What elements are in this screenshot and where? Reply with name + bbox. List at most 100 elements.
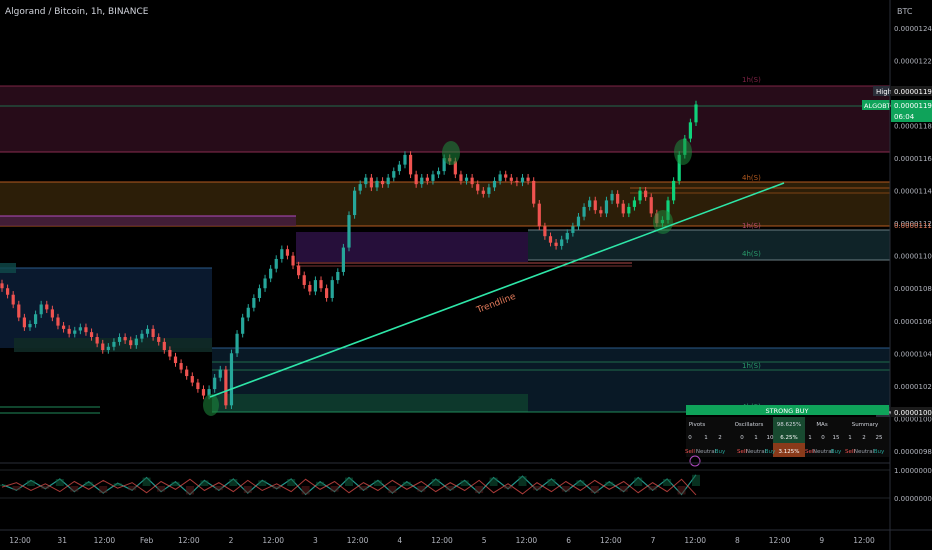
panel-count: 15 <box>833 435 840 441</box>
candle-body <box>582 206 586 217</box>
time-tick-label: 5 <box>482 536 487 545</box>
zone-label: 4h(S) <box>742 174 761 182</box>
zone-left-purple <box>0 216 296 226</box>
candle-body <box>145 328 150 334</box>
ticker-badge <box>862 100 890 110</box>
oscillator-bar <box>258 480 267 486</box>
high-label-badge <box>873 86 890 96</box>
candle-body <box>392 171 396 178</box>
time-tick-label: 12:00 <box>347 536 369 545</box>
signal-circle <box>442 141 460 165</box>
oscillator-bar <box>590 486 599 493</box>
candle-body <box>649 197 653 214</box>
oscillator-bar <box>330 486 339 492</box>
candle-body <box>369 177 373 188</box>
candle-body <box>431 174 435 181</box>
candle-body <box>520 177 525 183</box>
panel-count: 1 <box>704 435 708 441</box>
time-axis[interactable]: 12:00 31 12:00 Feb 12:00 2 12:00 3 12:00 4 12:00 5 1… <box>9 536 875 545</box>
oscillator-bar <box>634 477 643 486</box>
high-value-badge <box>891 86 932 96</box>
candle-body <box>425 177 429 181</box>
candle-body <box>532 180 536 204</box>
candle-body <box>241 317 245 334</box>
low-value-badge <box>891 407 932 417</box>
oscillator-bar <box>532 486 541 491</box>
oscillator-bar <box>171 481 180 486</box>
candle-body <box>336 271 340 281</box>
candle-body <box>694 104 698 123</box>
candle-body <box>442 158 446 172</box>
candle-body <box>504 174 508 178</box>
candle-body <box>436 171 441 175</box>
candle-body <box>89 332 94 338</box>
candle-body <box>319 280 323 289</box>
zone-teal-gray <box>528 230 890 260</box>
candle-body <box>263 278 267 289</box>
zone-purple <box>296 232 528 262</box>
oscillator-bar <box>345 477 353 486</box>
candle-body <box>688 122 693 139</box>
candle-body <box>213 377 217 390</box>
candle-body <box>302 275 306 285</box>
candle-body <box>498 174 502 181</box>
candle-body <box>0 283 4 289</box>
candle-body <box>358 184 362 191</box>
zone-upper-maroon <box>0 86 890 152</box>
candle-body <box>168 350 172 357</box>
candle-body <box>677 154 681 181</box>
signal-circle <box>674 139 692 165</box>
oscillator-bar <box>99 486 108 493</box>
candle-body <box>257 288 262 298</box>
panel-header: Summary <box>852 422 879 428</box>
panel-label: Buy <box>715 449 726 455</box>
time-tick-label: 12:00 <box>769 536 791 545</box>
candle-body <box>5 288 10 295</box>
oscillator-bar <box>677 486 686 495</box>
candle-body <box>28 324 32 328</box>
technicals-panel[interactable]: STRONG BUY Pivots Oscillators 98.625% MAs Su… <box>685 405 889 467</box>
candle-body <box>22 317 26 328</box>
oscillator-bar <box>619 486 628 492</box>
candle-body <box>196 382 200 390</box>
candle-body <box>179 363 183 370</box>
time-tick-label: 12:00 <box>600 536 622 545</box>
level-value: 0.00001119 <box>894 222 932 230</box>
candle-body <box>280 249 284 259</box>
panel-count: 0 <box>688 435 692 441</box>
zone-left-cyan <box>0 263 16 273</box>
candle-body <box>610 193 614 201</box>
panel-label: Buy <box>874 449 885 455</box>
candle-body <box>599 210 603 214</box>
support-resistance-zones <box>0 85 890 414</box>
time-tick-label: 31 <box>57 536 67 545</box>
candle-body <box>112 341 116 347</box>
summary-label: STRONG BUY <box>766 407 809 415</box>
oscillator-bar <box>431 479 440 486</box>
candle-body <box>509 177 513 181</box>
oscillator-bar <box>12 486 21 491</box>
panel-count: 25 <box>876 435 883 441</box>
oscillator-bar <box>547 479 556 486</box>
candle-body <box>106 346 110 351</box>
candle-body <box>162 341 166 351</box>
price-axis[interactable]: 0.000012400.000012200.000012000.00001180… <box>894 25 932 456</box>
oscillator-bar <box>84 481 93 486</box>
trendline[interactable] <box>209 182 785 398</box>
panel-count: 2 <box>862 435 866 441</box>
candle-body <box>627 206 631 214</box>
candle-body <box>224 369 228 406</box>
oscillator-bar <box>157 486 166 492</box>
candle-body <box>414 174 418 185</box>
oscillator-bar <box>287 479 296 486</box>
last-price: 0.00001191 <box>894 102 932 110</box>
zone-lower-green <box>212 394 528 412</box>
time-tick-label: 12:00 <box>516 536 538 545</box>
candle-body <box>341 247 346 272</box>
candle-body <box>117 337 122 342</box>
